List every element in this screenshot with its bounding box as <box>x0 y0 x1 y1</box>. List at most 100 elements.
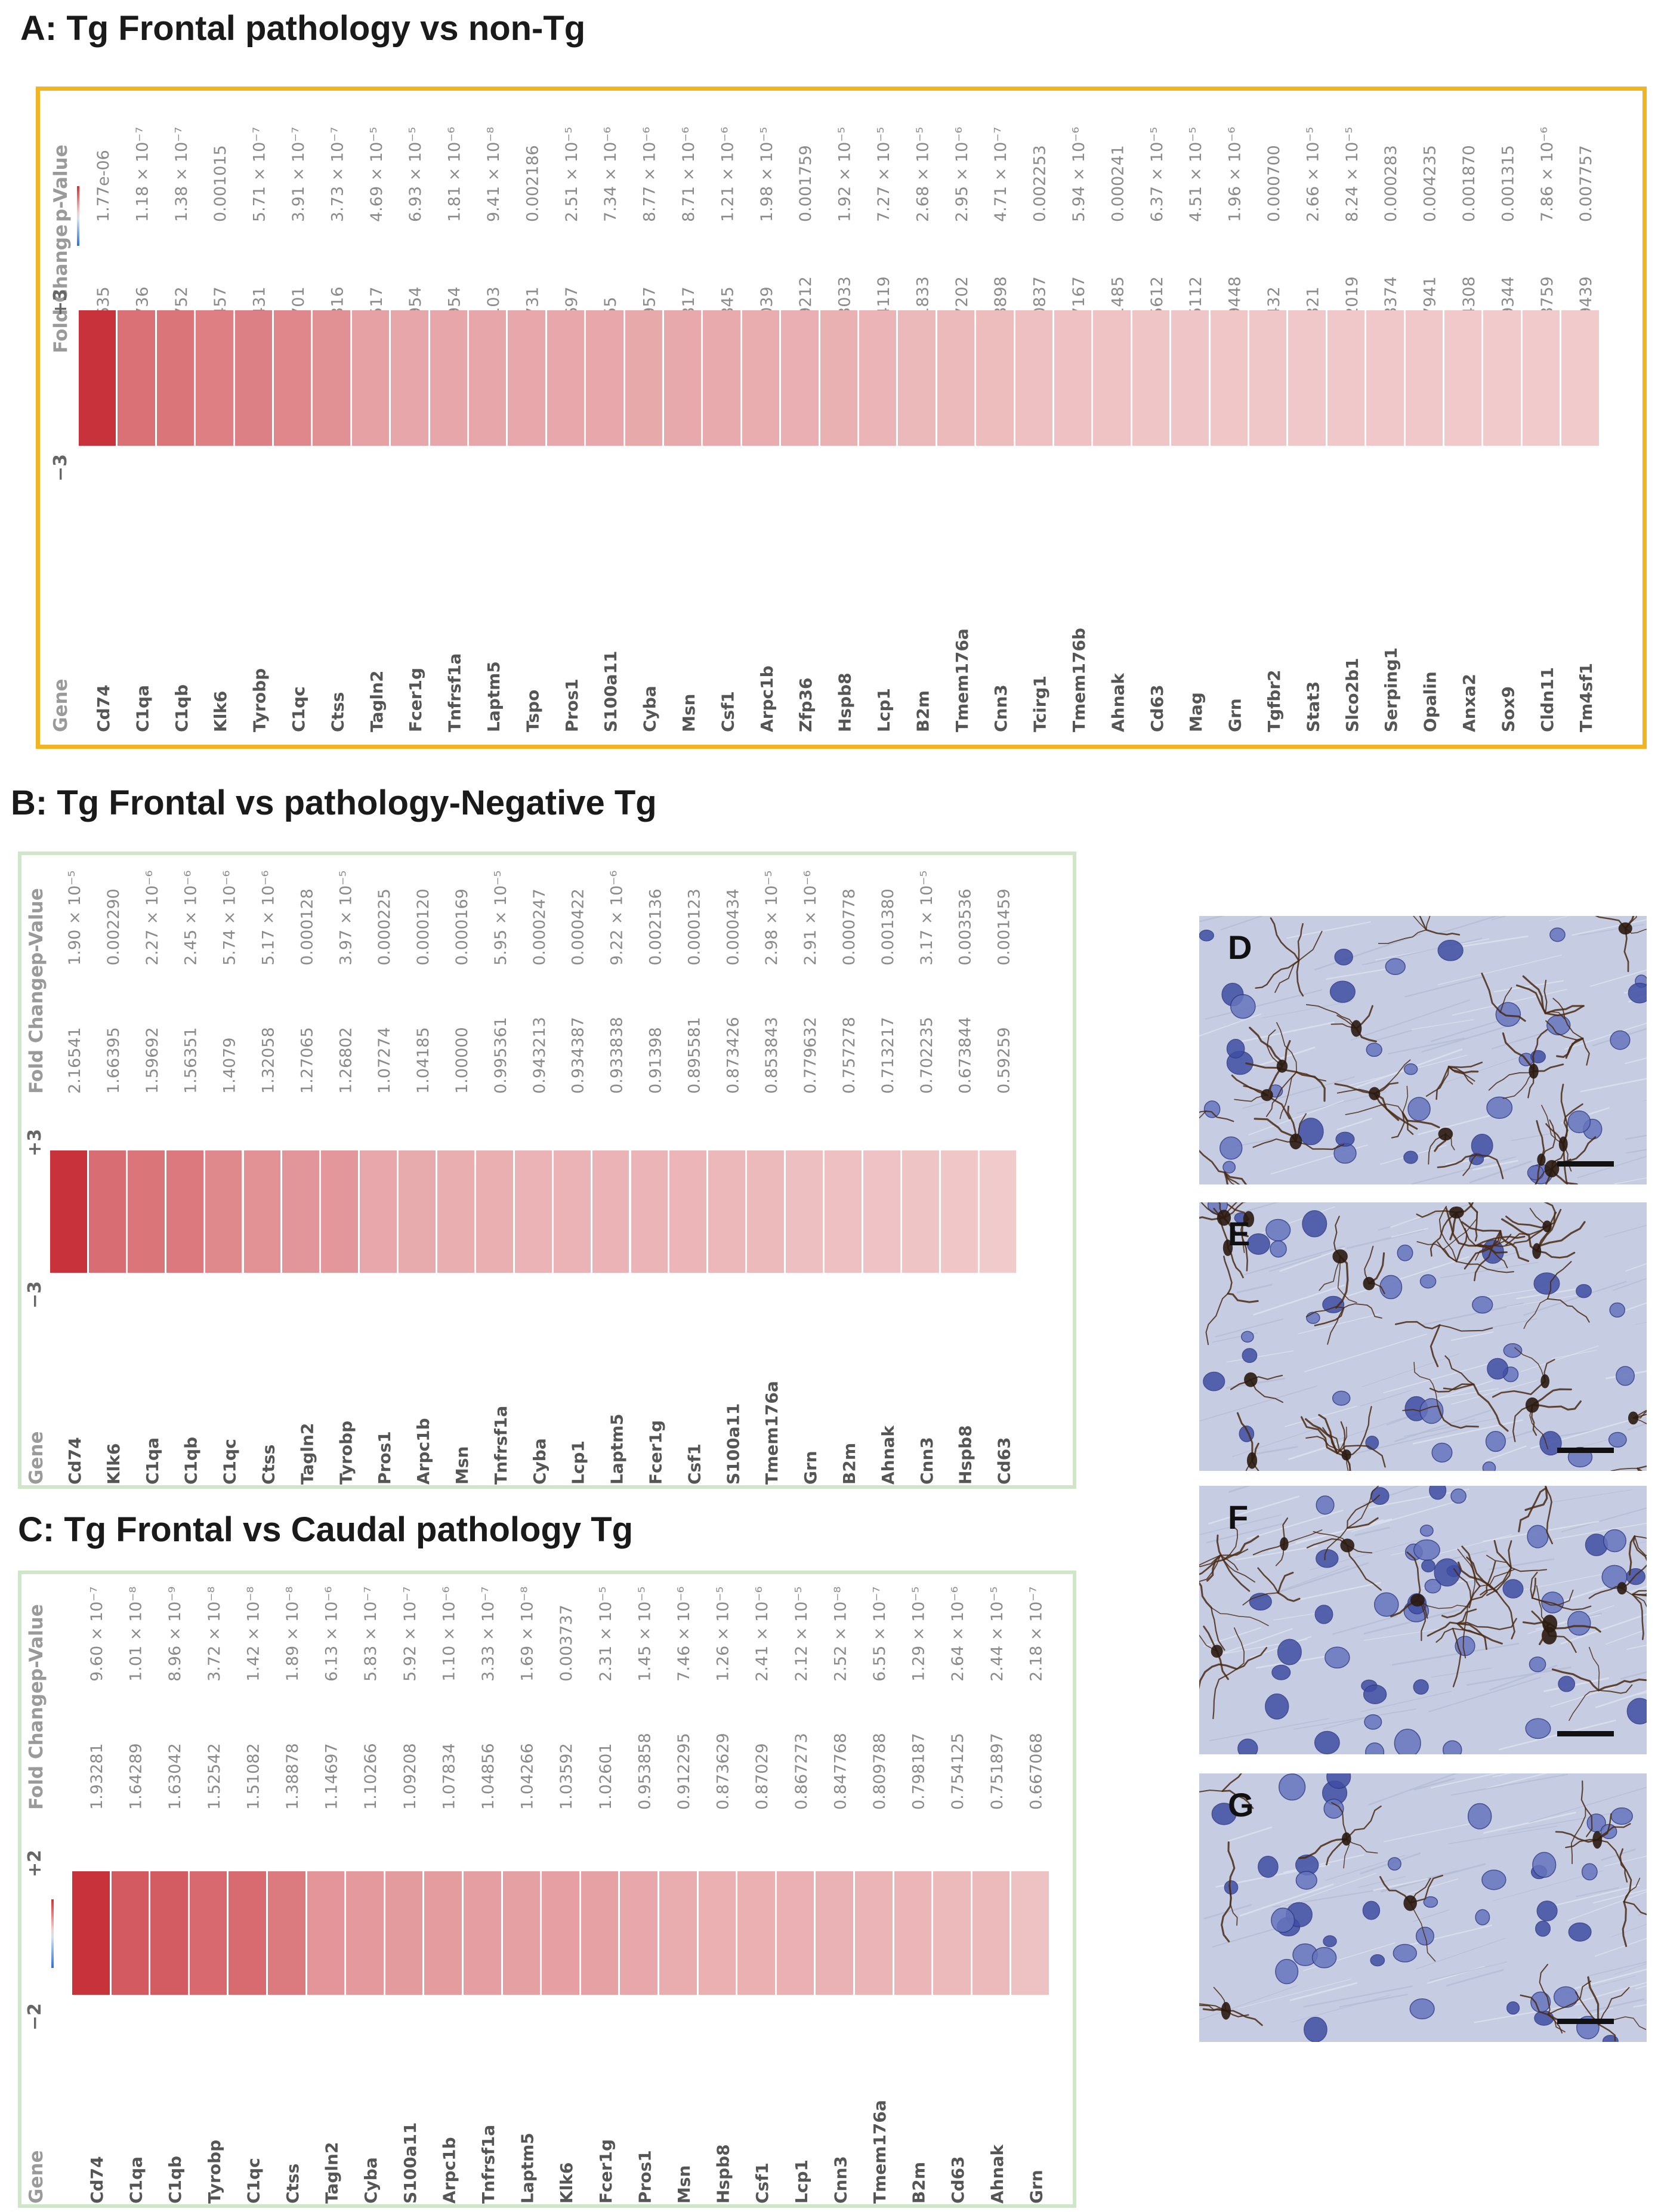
gene-label: Cldn11 <box>1537 667 1557 732</box>
pvalue-value: 6.93 × 10⁻⁵ <box>406 127 425 222</box>
fold-change-value: 1.14697 <box>322 1743 341 1810</box>
gene-label: Csf1 <box>752 2162 773 2204</box>
fold-change-column-header: Fold Change <box>26 965 47 1094</box>
pvalue-value: 7.27 × 10⁻⁵ <box>875 127 893 222</box>
pvalue-value: 8.71 × 10⁻⁶ <box>680 127 698 222</box>
scale-min-label: −3 <box>50 453 71 482</box>
gene-label: Fcer1g <box>595 2139 616 2204</box>
heatmap-cell <box>747 1150 786 1273</box>
pvalue-value: 1.26 × 10⁻⁵ <box>714 1586 733 1682</box>
gene-label: Msn <box>679 693 699 732</box>
heatmap-cell <box>399 1150 437 1273</box>
gene-label: Fcer1g <box>406 667 426 732</box>
pvalue-value: 0.000283 <box>1382 145 1401 222</box>
pvalue-value: 5.74 × 10⁻⁶ <box>220 870 239 965</box>
scale-max-label: +2 <box>24 1849 45 1877</box>
heatmap-cell <box>50 1150 89 1273</box>
heatmap-cell <box>508 310 547 446</box>
pvalue-value: 3.33 × 10⁻⁷ <box>479 1586 498 1682</box>
heatmap-cell <box>1171 310 1211 446</box>
pvalue-value: 7.86 × 10⁻⁶ <box>1537 127 1557 222</box>
heatmap-cell <box>514 1150 554 1273</box>
pvalue-value: 2.44 × 10⁻⁵ <box>987 1586 1007 1682</box>
heatmap-cell <box>592 1150 631 1273</box>
fold-change-value: 0.779632 <box>801 1017 820 1094</box>
pvalue-value: 2.98 × 10⁻⁵ <box>762 870 782 965</box>
gene-label: Opalin <box>1420 671 1440 732</box>
gene-label: Tagln2 <box>297 1423 317 1485</box>
gene-label: Tyrobp <box>204 2139 224 2204</box>
pvalue-value: 4.51 × 10⁻⁵ <box>1187 127 1206 222</box>
gene-label: Laptm5 <box>484 661 504 732</box>
fold-change-value: 0.873629 <box>714 1733 733 1810</box>
heatmap-cell <box>156 310 196 446</box>
fold-change-value: 1.66395 <box>104 1027 123 1094</box>
gene-label: Msn <box>452 1446 472 1485</box>
heatmap-cell <box>933 1871 972 1995</box>
pvalue-value: 4.69 × 10⁻⁵ <box>367 127 386 222</box>
heatmap-cell <box>1132 310 1172 446</box>
pvalue-value: 0.003536 <box>956 888 975 965</box>
gene-label: Arpc1b <box>439 2137 459 2204</box>
pvalue-value: 2.66 × 10⁻⁵ <box>1304 127 1323 222</box>
heatmap-cell <box>972 1871 1012 1995</box>
heatmap-cell <box>708 1150 748 1273</box>
fold-change-value: 1.03592 <box>557 1743 576 1810</box>
micrograph-d-label: D <box>1228 928 1252 966</box>
heatmap-cell <box>469 310 508 446</box>
micrograph-f-label: F <box>1228 1498 1249 1536</box>
fold-change-value: 0.751897 <box>987 1733 1007 1810</box>
pvalue-value: 1.90 × 10⁻⁵ <box>66 870 84 965</box>
fold-change-value: 0.667068 <box>1027 1733 1046 1810</box>
gene-label: C1qa <box>132 685 153 732</box>
pvalue-value: 3.72 × 10⁻⁸ <box>205 1586 224 1682</box>
heatmap-cell <box>111 1871 151 1995</box>
heatmap-cell <box>1366 310 1406 446</box>
pvalue-value: 5.17 × 10⁻⁶ <box>259 870 278 965</box>
heatmap-cell <box>825 1150 863 1273</box>
gene-label: Cnn3 <box>916 1437 937 1485</box>
heatmap-cell <box>669 1150 709 1273</box>
heatmap-cell <box>855 1871 894 1995</box>
heatmap-cell <box>781 310 820 446</box>
gene-label: Hspb8 <box>835 672 855 732</box>
fold-change-value: 0.853843 <box>762 1017 782 1094</box>
heatmap-cell <box>664 310 703 446</box>
heatmap-cell <box>229 1871 268 1995</box>
pvalue-value: 0.001315 <box>1499 145 1518 222</box>
fold-change-value: 1.38878 <box>283 1743 302 1810</box>
gene-label: Tm4sf1 <box>1576 662 1597 732</box>
gene-label: B2m <box>909 2162 929 2204</box>
pvalue-value: 0.000241 <box>1109 145 1128 222</box>
heatmap-cell <box>268 1871 307 1995</box>
pvalue-value: 3.91 × 10⁻⁷ <box>289 127 308 222</box>
heatmap-cell <box>979 1150 1018 1273</box>
gene-label: Sox9 <box>1498 686 1518 732</box>
fold-change-value: 0.895581 <box>685 1017 704 1094</box>
pvalue-value: 0.002290 <box>104 888 123 965</box>
fold-change-value: 0.912295 <box>675 1733 693 1810</box>
color-scale-bar <box>51 1899 54 1968</box>
gene-label: C1qb <box>171 684 192 732</box>
gene-label: C1qc <box>243 2158 264 2204</box>
heatmap-cell <box>464 1871 503 1995</box>
pvalue-value: 0.001015 <box>211 145 230 222</box>
pvalue-value: 7.34 × 10⁻⁶ <box>601 127 620 222</box>
panel-a-title: A: Tg Frontal pathology vs non-Tg <box>20 9 586 48</box>
pvalue-value: 1.01 × 10⁻⁸ <box>126 1586 146 1682</box>
pvalue-value: 1.92 × 10⁻⁵ <box>835 127 854 222</box>
gene-column-header: Gene <box>50 678 72 732</box>
fold-change-value: 0.933838 <box>607 1017 626 1094</box>
gene-label: Mag <box>1186 692 1206 732</box>
gene-label: Tmem176a <box>870 2100 890 2204</box>
pvalue-value: 5.95 × 10⁻⁵ <box>491 870 510 965</box>
pvalue-value: 9.22 × 10⁻⁶ <box>607 870 626 965</box>
scale-min-label: −3 <box>24 1281 45 1309</box>
fold-change-value: 0.754125 <box>949 1733 968 1810</box>
fold-change-value: 1.63042 <box>166 1743 185 1810</box>
pvalue-value: 2.31 × 10⁻⁵ <box>596 1586 615 1682</box>
pvalue-value: 0.000225 <box>375 888 394 965</box>
heatmap-cell <box>205 1150 244 1273</box>
heatmap-cell <box>243 1150 283 1273</box>
